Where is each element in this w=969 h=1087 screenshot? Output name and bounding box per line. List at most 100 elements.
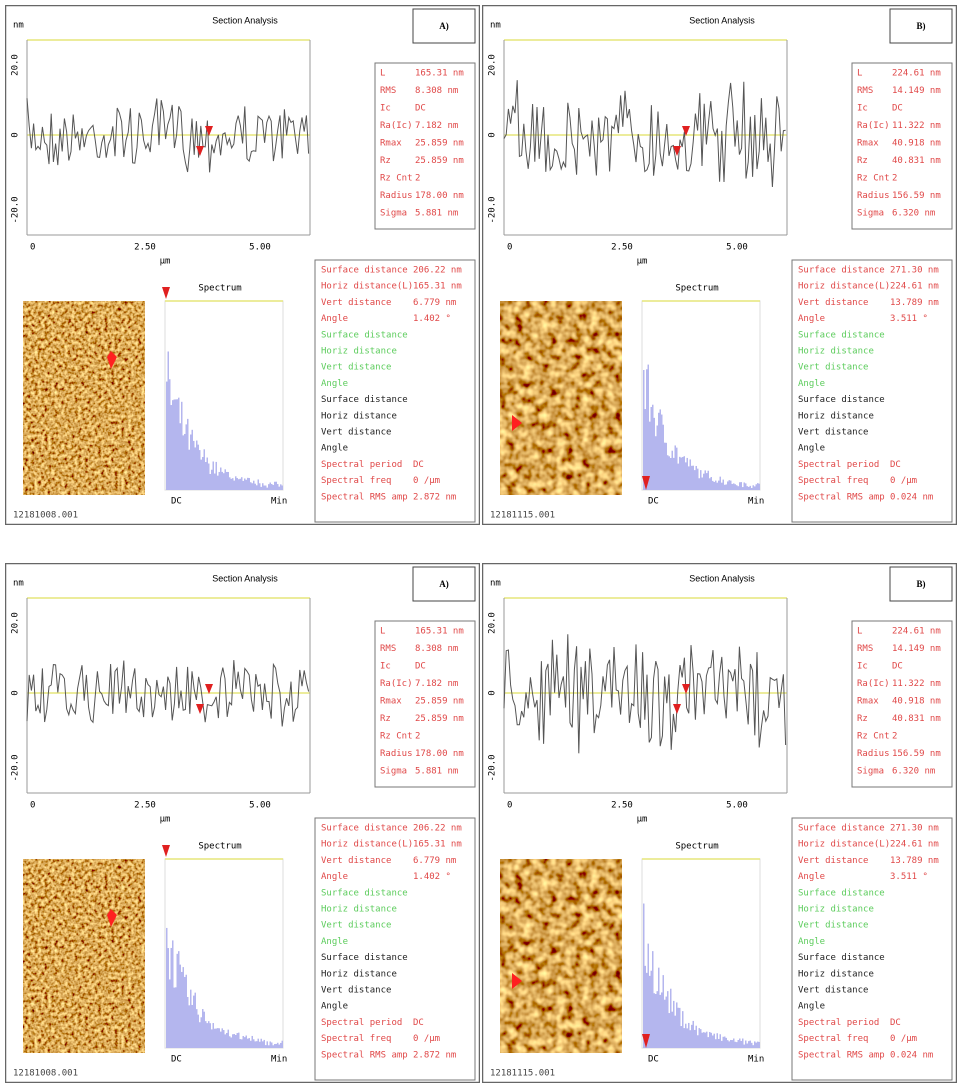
- spectrum-bar: [167, 948, 169, 1048]
- measurement-value: 3.511 °: [890, 314, 928, 324]
- afm-image: [500, 859, 622, 1053]
- spectrum-bar: [716, 1033, 718, 1048]
- y-tick-label: 0: [11, 690, 21, 695]
- measurement-value: 165.31 nm: [413, 282, 462, 292]
- spectrum-bar: [725, 1037, 727, 1048]
- spectrum-bar: [274, 481, 276, 490]
- spectrum-bar: [187, 418, 189, 490]
- stat-value: 11.322 nm: [892, 679, 941, 689]
- spectrum-bar: [220, 1031, 222, 1048]
- spectrum-bar: [703, 1032, 705, 1048]
- measurement-name: Horiz distance: [798, 969, 874, 979]
- stat-name: Rz Cnt: [380, 732, 413, 742]
- spectrum-bar: [733, 1038, 735, 1048]
- measurement-name: Vert distance: [798, 298, 868, 308]
- spectrum-x-label: DC: [171, 497, 182, 507]
- label-box: [412, 566, 476, 602]
- spectrum-bar: [692, 1020, 694, 1048]
- spectrum-bar: [266, 487, 268, 490]
- stat-value: 14.149 nm: [892, 644, 941, 654]
- measurement-name: Vert distance: [321, 856, 391, 866]
- spectrum-bar: [698, 1028, 700, 1048]
- spectrum-bar: [224, 1034, 226, 1048]
- stat-name: Rmax: [380, 697, 402, 707]
- spectrum-bar: [656, 991, 658, 1048]
- spectrum-bar: [679, 456, 681, 490]
- y-tick-label: 20.0: [488, 54, 498, 76]
- spectrum-bar: [661, 992, 663, 1048]
- spectrum-bar: [712, 1035, 714, 1048]
- spectrum-bar: [200, 459, 202, 490]
- panel-border: [5, 563, 480, 1083]
- spectrum-bar: [235, 476, 237, 490]
- measurement-name: Angle: [321, 379, 348, 389]
- spectrum-bar: [731, 1040, 733, 1048]
- measurement-name: Spectral period: [321, 1018, 402, 1028]
- spectrum-bar: [194, 992, 196, 1048]
- stat-name: Rz Cnt: [380, 174, 413, 184]
- measurement-name: Horiz distance: [321, 969, 397, 979]
- spectrum-bar: [682, 1011, 684, 1048]
- spectrum-bar: [187, 997, 189, 1048]
- spectrum-bar: [646, 369, 648, 490]
- spectrum-bar: [740, 1040, 742, 1048]
- spectrum-bar: [263, 1039, 265, 1048]
- spectrum-bar: [230, 1037, 232, 1048]
- measurement-value: 271.30 nm: [890, 266, 939, 276]
- spectrum-bar: [668, 1013, 670, 1048]
- spectrum-bar: [701, 1032, 703, 1048]
- spectrum-bar: [646, 972, 648, 1048]
- stat-value: 156.59 nm: [892, 749, 941, 759]
- spectrum-bar: [272, 1045, 274, 1048]
- stat-name: Rmax: [857, 697, 879, 707]
- label-box: [889, 566, 953, 602]
- spectrum-bar: [256, 1041, 258, 1048]
- spectrum-bar: [680, 457, 682, 490]
- spectrum-bar: [673, 1000, 675, 1048]
- spectrum-bar: [188, 1005, 190, 1048]
- measurement-name: Vert distance: [798, 921, 868, 931]
- spectrum-bar: [280, 1042, 282, 1048]
- stat-value: 25.859 nm: [415, 714, 464, 724]
- spectrum-bar: [704, 470, 706, 490]
- spectrum-bar: [652, 951, 654, 1048]
- panel-label: A): [439, 21, 449, 31]
- cursor-marker: [682, 126, 690, 136]
- spectrum-bar: [188, 449, 190, 490]
- spectrum-bar: [709, 1032, 711, 1048]
- spectrum-bar: [259, 483, 261, 490]
- spectrum-bar: [217, 475, 219, 490]
- spectrum-bar: [724, 484, 726, 490]
- spectrum-bar: [247, 1038, 249, 1048]
- spectrum-bar: [731, 483, 733, 490]
- cursor-marker: [205, 684, 213, 694]
- spectrum-bar: [715, 480, 717, 490]
- measurement-name: Spectral RMS amp: [798, 1050, 885, 1060]
- spectrum-bar: [226, 1032, 228, 1048]
- spectrum-bar: [757, 1041, 759, 1048]
- spectrum-bar: [734, 1041, 736, 1048]
- spectrum-bar: [683, 456, 685, 490]
- measurement-name: Surface distance: [321, 824, 408, 834]
- spectrum-bar: [179, 423, 181, 490]
- spectrum-bar: [661, 414, 663, 490]
- spectrum-bar: [244, 1037, 246, 1048]
- stat-value: 25.859 nm: [415, 697, 464, 707]
- stat-value: DC: [892, 662, 903, 672]
- spectrum-marker: [162, 287, 170, 299]
- panel-label: A): [439, 579, 449, 589]
- spectrum-title: Spectrum: [675, 284, 718, 294]
- stat-value: 6.320 nm: [892, 767, 935, 777]
- spectrum-bar: [176, 953, 178, 1048]
- stat-name: L: [380, 69, 385, 79]
- measurement-name: Horiz distance: [321, 905, 397, 915]
- spectrum-bar: [253, 1039, 255, 1048]
- spectrum-bar: [700, 1029, 702, 1048]
- measurement-value: DC: [890, 1018, 901, 1028]
- spectrum-bar: [223, 1030, 225, 1048]
- spectrum-bar: [745, 1040, 747, 1048]
- spectrum-bar: [229, 477, 231, 490]
- spectrum-bar: [686, 457, 688, 490]
- spectrum-bar: [749, 1040, 751, 1048]
- stat-name: L: [380, 627, 385, 637]
